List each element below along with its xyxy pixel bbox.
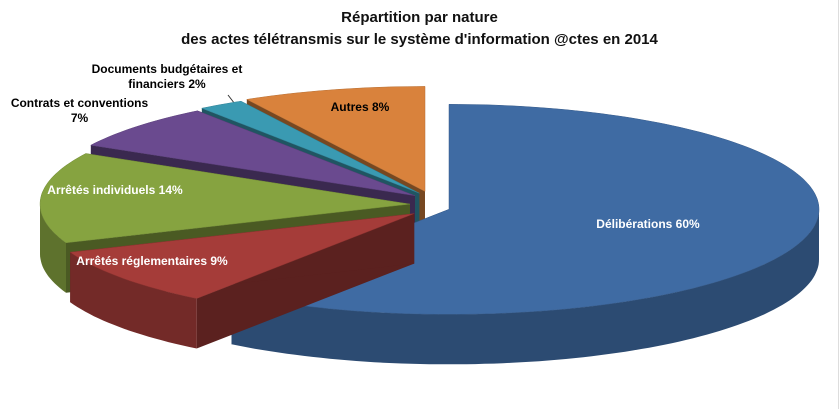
slice [200,100,420,194]
slice-label: Documents budgétaires et financiers 2% [88,62,246,92]
category-name: Documents budgétaires et financiers [91,62,243,91]
slice-label: Délibérations 60% [568,217,728,232]
slice-wall [70,252,197,349]
value-label: 14% [158,183,183,197]
chart-title: Répartition par nature [341,9,498,26]
slice-label: Arrêtés individuels 14% [30,183,200,198]
slice-label: Autres 8% [300,100,420,115]
value-label: 60% [675,217,700,231]
value-label: 8% [372,100,390,114]
value-label: 7% [70,111,89,125]
slice [90,110,416,196]
category-name: Contrats et conventions [10,96,149,110]
slice-label: Contrats et conventions 7% [2,96,157,126]
slice-wall [40,204,66,293]
chart-subtitle: des actes télétransmis sur le système d'… [181,31,658,48]
slice [39,153,411,244]
category-name: Arrêtés individuels [47,183,156,197]
slice [246,86,426,192]
value-label: 9% [210,254,228,268]
category-name: Délibérations [596,217,673,231]
slice [69,213,415,299]
category-name: Autres [330,100,369,114]
value-label: 2% [188,77,206,91]
category-name: Arrêtés réglementaires [76,254,208,268]
slice-label: Arrêtés réglementaires 9% [72,254,232,269]
slice-wall [231,209,819,365]
